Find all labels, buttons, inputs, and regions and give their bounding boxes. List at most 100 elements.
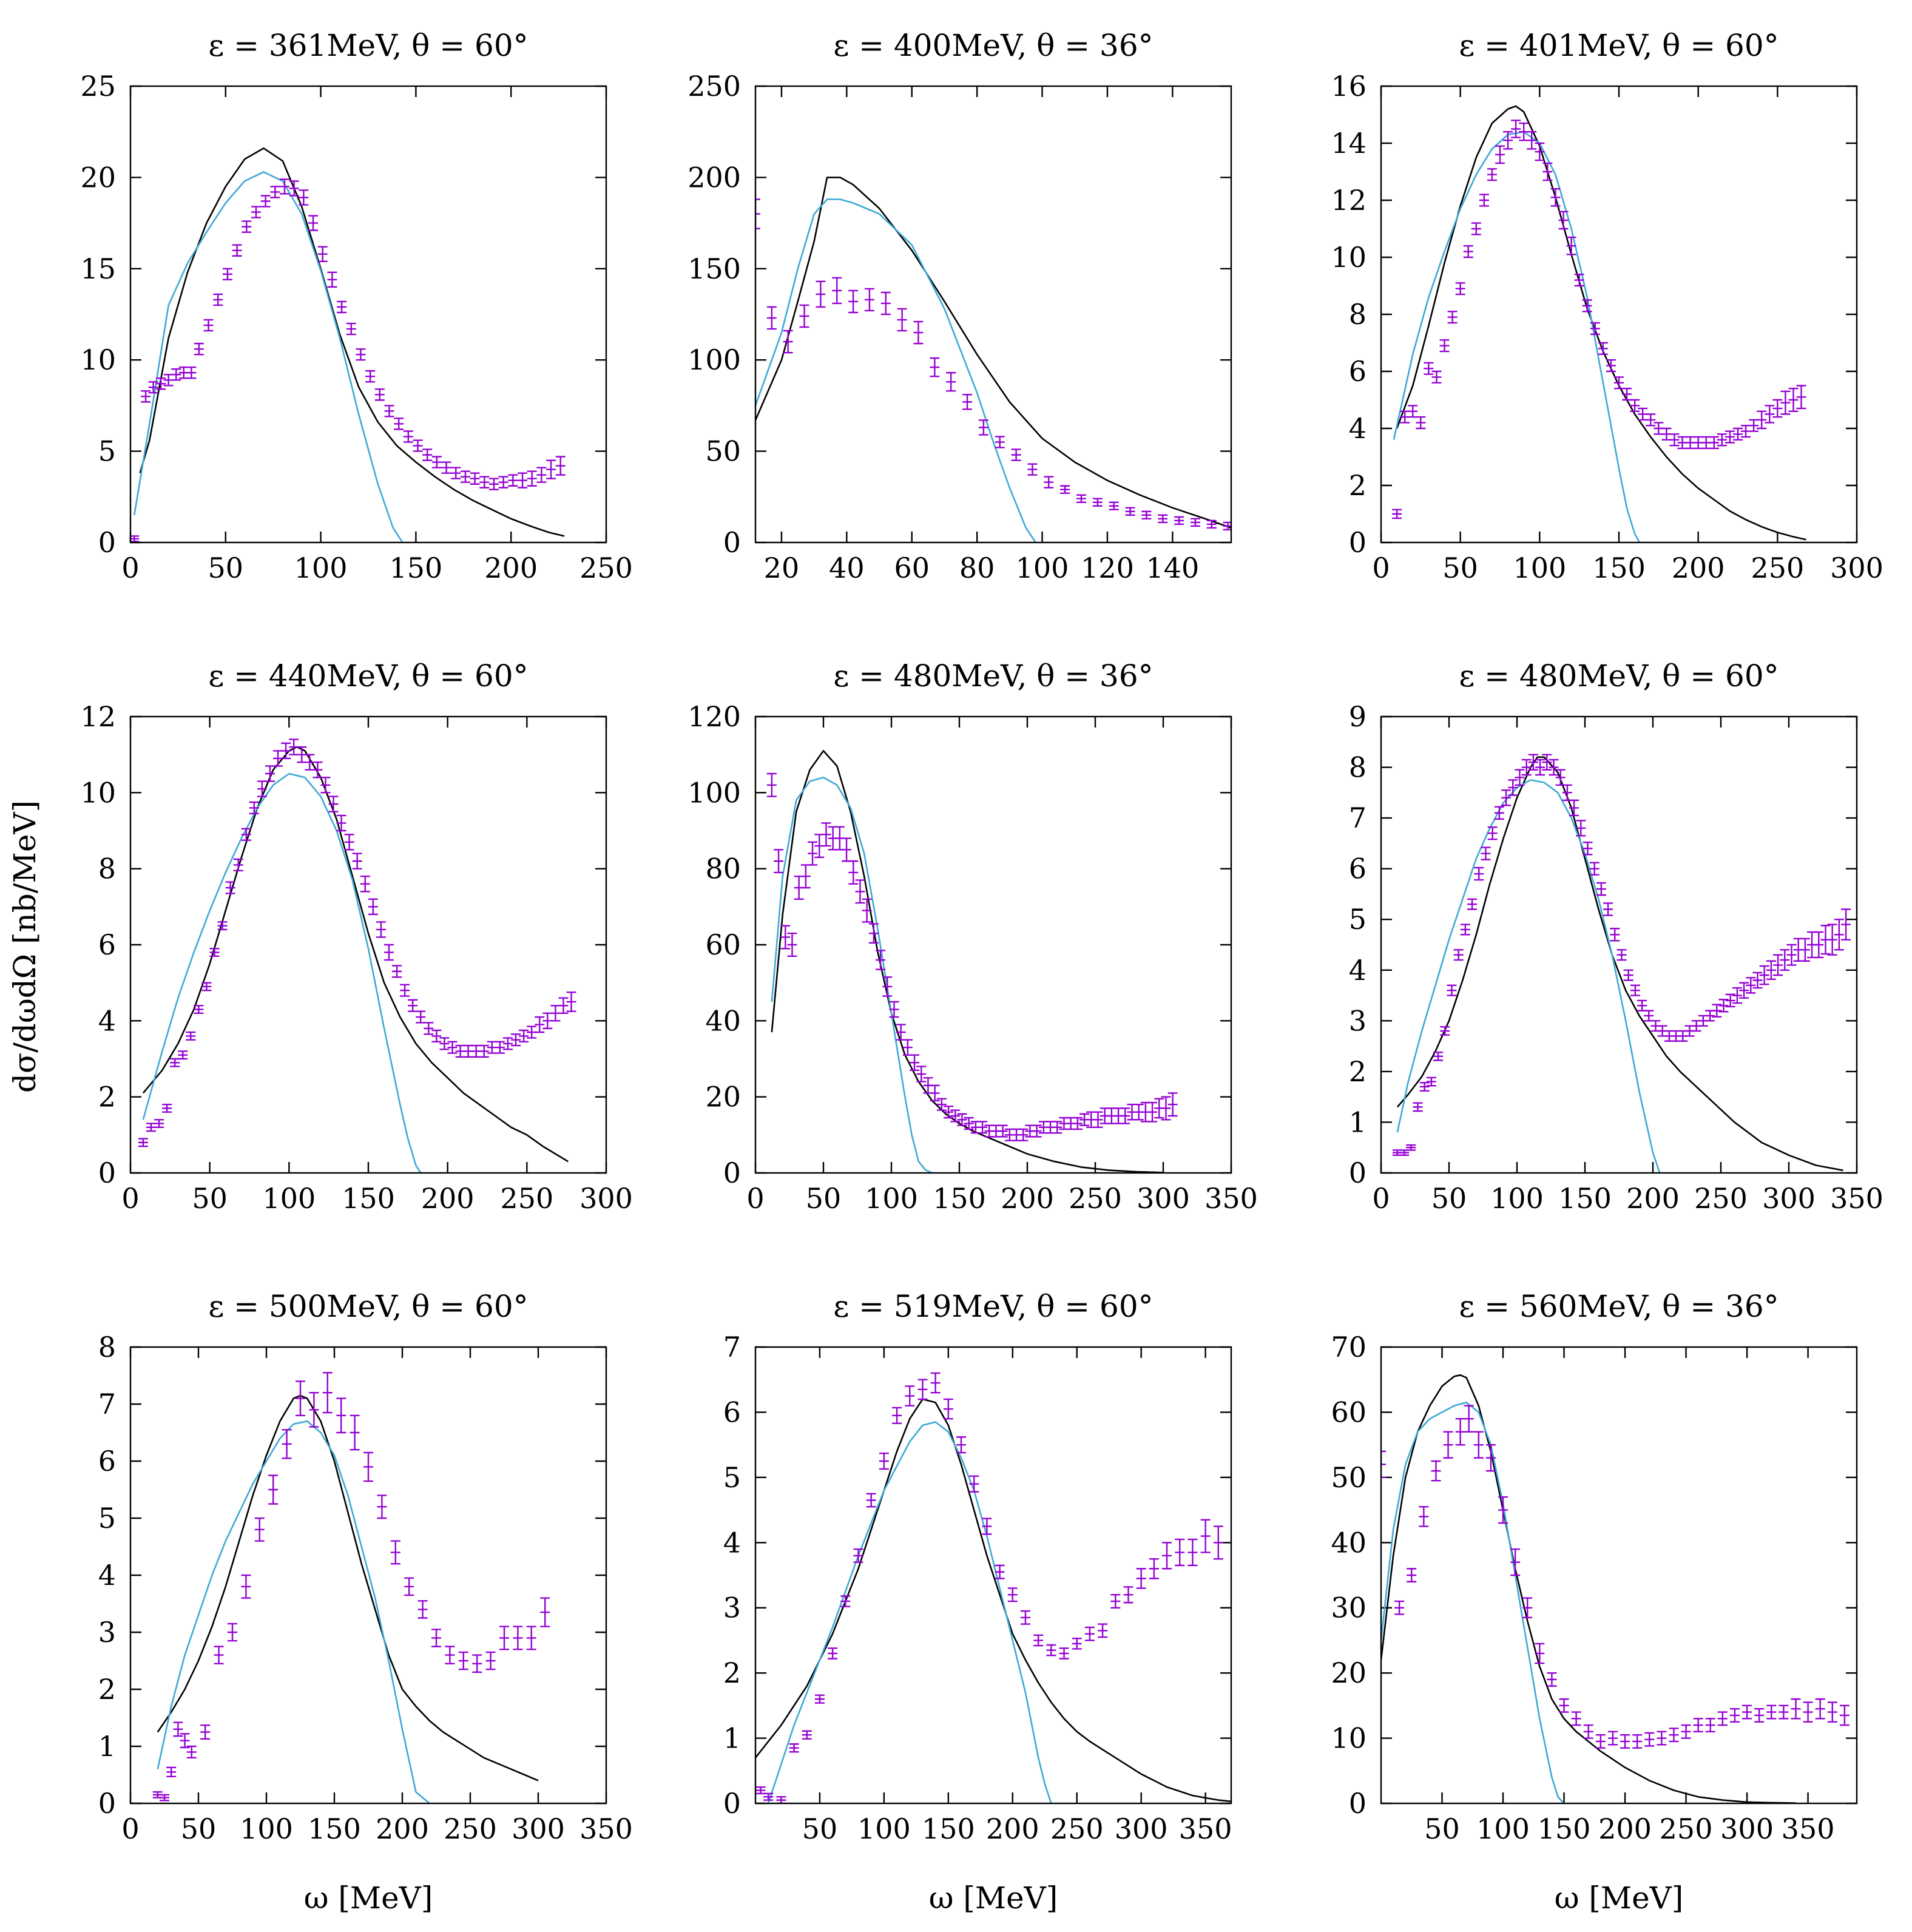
data-point — [814, 834, 825, 859]
data-point — [866, 1493, 876, 1508]
data-point — [1127, 1104, 1137, 1121]
data-point — [923, 1077, 933, 1094]
data-point — [213, 293, 223, 306]
x-tick-label: 300 — [1115, 1812, 1168, 1845]
data-point — [350, 1414, 360, 1451]
data-point — [1590, 322, 1600, 336]
x-tick-label: 250 — [444, 1812, 497, 1845]
data-point — [1044, 476, 1054, 488]
panel-title: ε = 519MeV, θ = 60° — [833, 1289, 1153, 1324]
y-tick-label: 0 — [723, 526, 741, 559]
data-point — [1752, 971, 1763, 989]
x-tick-label: 150 — [342, 1182, 395, 1215]
data-point — [1223, 521, 1231, 531]
data-point — [1657, 1731, 1667, 1746]
data-point — [535, 1016, 545, 1033]
data-point — [1542, 754, 1552, 771]
data-point — [1705, 1718, 1715, 1733]
x-tick-label: 100 — [857, 1812, 911, 1845]
x-tick-label: 250 — [1751, 552, 1804, 584]
x-tick-label: 100 — [262, 1182, 316, 1215]
data-point — [1749, 419, 1759, 432]
plot-area — [1392, 105, 1806, 542]
data-point — [1566, 236, 1576, 255]
data-point — [1092, 498, 1103, 507]
data-point — [1426, 1076, 1436, 1087]
data-point — [1562, 784, 1572, 802]
panel-title: ε = 500MeV, θ = 60° — [208, 1289, 528, 1324]
data-point — [1463, 245, 1473, 258]
data-point — [1066, 1116, 1076, 1130]
data-point — [1133, 1104, 1144, 1121]
panel-frame — [1380, 715, 1858, 1174]
data-point — [1392, 508, 1402, 519]
theory-curve-blue — [755, 198, 1036, 542]
x-tick-label: 50 — [806, 1182, 842, 1215]
data-point — [471, 1044, 481, 1058]
data-point — [225, 881, 235, 894]
data-point — [1140, 1101, 1150, 1123]
data-point — [170, 1058, 180, 1067]
data-point — [1571, 1711, 1581, 1726]
data-point — [1059, 1647, 1069, 1660]
y-tick-label: 6 — [98, 928, 116, 961]
x-tick-label: 350 — [1830, 1182, 1883, 1215]
data-point — [527, 470, 537, 487]
data-point — [309, 1392, 319, 1428]
plot-area — [152, 1372, 550, 1803]
data-point — [257, 780, 267, 797]
data-point — [848, 860, 859, 885]
y-tick-label: 4 — [1349, 412, 1366, 445]
data-point — [1154, 1098, 1164, 1119]
data-point — [141, 390, 151, 403]
data-point — [1416, 416, 1426, 430]
data-point — [1400, 410, 1410, 424]
y-tick-label: 3 — [1349, 1004, 1366, 1037]
data-point — [1558, 211, 1569, 230]
y-tick-label: 2 — [723, 1657, 741, 1689]
data-point — [289, 180, 299, 197]
plot-area — [755, 177, 1231, 542]
data-point — [848, 289, 859, 314]
x-tick-label: 250 — [579, 552, 633, 584]
data-point — [1614, 376, 1624, 390]
data-point — [943, 1398, 953, 1420]
y-tick-label: 0 — [723, 1157, 741, 1189]
data-point — [1433, 1051, 1444, 1061]
x-axis-label-col-2: ω [MeV] — [929, 1880, 1058, 1916]
data-point — [566, 991, 576, 1012]
data-point — [260, 195, 271, 208]
data-point — [1440, 1026, 1450, 1036]
data-point — [479, 476, 490, 488]
data-point — [1549, 758, 1559, 776]
data-point — [780, 925, 791, 950]
data-point — [969, 1475, 979, 1493]
theory-curve-black — [139, 147, 565, 537]
data-point — [270, 186, 280, 198]
panel-title: ε = 401MeV, θ = 60° — [1459, 28, 1779, 63]
data-point — [403, 430, 413, 443]
panel-title: ε = 400MeV, θ = 36° — [833, 28, 1153, 63]
data-point — [470, 472, 480, 485]
data-point — [1453, 949, 1464, 961]
data-point — [356, 348, 366, 361]
data-point — [1033, 1634, 1044, 1647]
data-point — [1147, 1101, 1158, 1123]
theory-curve-black — [157, 1394, 539, 1782]
data-point — [1038, 1121, 1049, 1134]
data-point — [1632, 1734, 1643, 1749]
data-point — [445, 1646, 455, 1664]
y-tick-label: 5 — [723, 1461, 741, 1494]
data-point — [214, 1646, 224, 1664]
data-point — [447, 1041, 458, 1054]
data-point — [905, 1385, 915, 1407]
panel-frame — [1380, 1346, 1858, 1805]
data-point — [1419, 1506, 1429, 1527]
data-point — [1669, 1728, 1679, 1743]
x-tick-label: 250 — [1069, 1182, 1122, 1215]
data-point — [200, 1724, 211, 1740]
y-tick-label: 0 — [1349, 1157, 1366, 1189]
y-tick-label: 30 — [1331, 1592, 1366, 1624]
data-point — [1100, 1107, 1110, 1124]
y-tick-label: 3 — [723, 1592, 741, 1624]
